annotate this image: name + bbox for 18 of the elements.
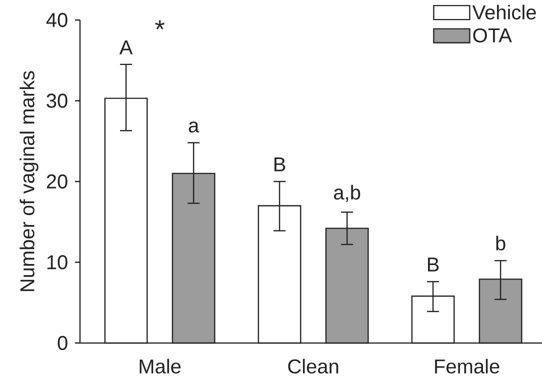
- y-tick-label: 10: [47, 255, 68, 270]
- y-tick-label: 30: [46, 94, 68, 108]
- y-tick-label: 40: [46, 12, 68, 28]
- y-tick-label: 20: [46, 174, 68, 189]
- data-label: b: [496, 236, 506, 250]
- legend-label: Vehicle: [472, 4, 536, 20]
- annotation: *: [155, 20, 164, 30]
- x-tick-label: Male: [140, 358, 181, 374]
- x-tick-label: Clean: [288, 358, 338, 374]
- data-label: B: [274, 158, 286, 172]
- data-label: a,b: [334, 184, 360, 202]
- y-tick-label: 0: [58, 336, 68, 350]
- data-label: a: [188, 122, 200, 133]
- legend-label: OTA: [473, 28, 512, 42]
- y-axis-title: Number of vaginal marks: [20, 71, 38, 291]
- x-tick-label: Female: [435, 358, 500, 374]
- data-label: A: [119, 40, 133, 54]
- data-label: B: [428, 258, 439, 272]
